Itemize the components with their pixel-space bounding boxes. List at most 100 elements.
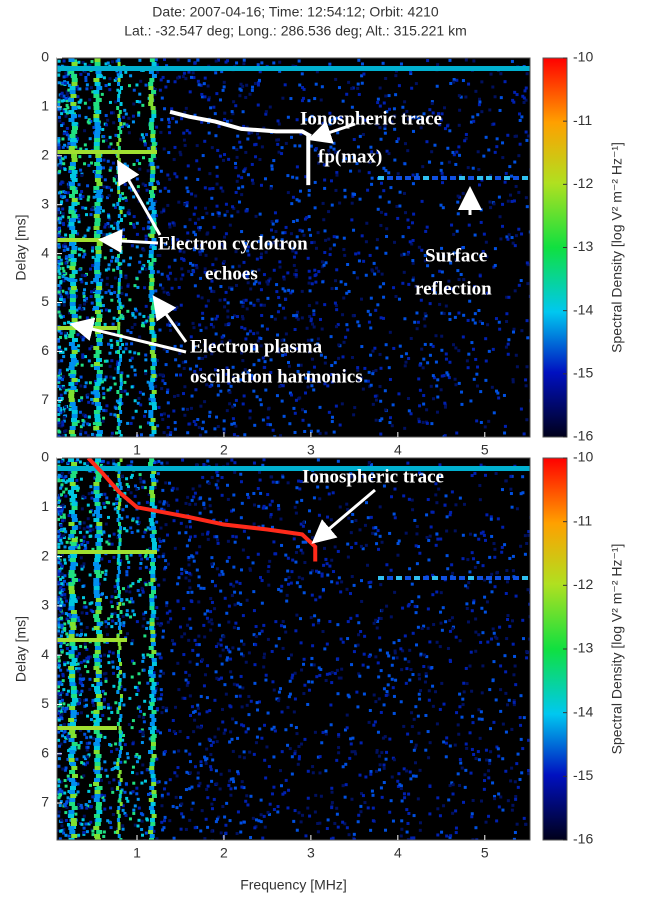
texture-cell [295,165,299,169]
texture-cell [474,649,478,653]
texture-stripe [70,294,77,298]
texture-cell [100,767,104,771]
texture-cell [89,295,93,299]
texture-stripe [71,198,78,202]
texture-cell [275,283,279,287]
texture-cell [235,683,239,687]
texture-cell [107,225,111,229]
texture-stripe [70,94,77,98]
texture-cell [315,301,319,305]
texture-cell [58,335,62,339]
texture-cell [57,601,61,605]
texture-cell [286,556,290,560]
texture-cell [475,384,479,388]
texture-cell [268,802,272,806]
texture-cell [248,416,252,420]
texture-cell [214,483,218,487]
texture-cell [428,302,432,306]
texture-cell [210,279,214,283]
texture-cell [405,109,409,113]
texture-cell [158,254,162,258]
texture-cell [487,776,491,780]
texture-cell [183,413,187,417]
texture-cell [427,689,431,693]
texture-stripe [149,234,155,238]
texture-band [423,176,429,180]
texture-cell [62,723,66,727]
texture-cell [350,201,354,205]
texture-cell [166,425,170,429]
texture-cell [446,146,450,150]
texture-cell [104,409,108,413]
texture-cell [286,569,290,573]
texture-cell [240,315,244,319]
texture-cell [80,806,84,810]
texture-cell [375,238,379,242]
texture-cell [411,261,415,265]
texture-cell [252,347,256,351]
texture-cell [306,702,310,706]
texture-cell [90,60,94,64]
texture-cell [284,553,288,557]
texture-cell [384,212,388,216]
texture-cell [237,186,241,190]
texture-stripe [93,106,100,110]
texture-cell [60,493,64,497]
texture-cell [199,829,203,833]
texture-cell [341,640,345,644]
texture-cell [61,289,65,293]
texture-cell [426,498,430,502]
texture-cell [316,342,320,346]
texture-cell [407,225,411,229]
texture-cell [58,597,62,601]
texture-cell [266,711,270,715]
texture-cell [116,73,120,77]
texture-cell [373,346,377,350]
texture-band [504,176,510,180]
texture-cell [465,602,469,606]
texture-cell [247,253,251,257]
texture-cell [498,108,502,112]
texture-cell [84,803,88,807]
texture-cell [379,181,383,185]
texture-cell [58,109,62,113]
texture-cell [205,609,209,613]
texture-cell [303,430,307,434]
texture-stripe [93,386,100,390]
texture-cell [356,368,360,372]
texture-cell [159,169,163,173]
texture-stripe [117,146,121,150]
texture-cell [64,641,68,645]
texture-cell [84,76,88,80]
texture-cell [173,344,177,348]
texture-cell [146,215,150,219]
texture-cell [263,758,267,762]
texture-cell [334,77,338,81]
texture-cell [356,820,360,824]
texture-cell [376,619,380,623]
texture-cell [377,269,381,273]
texture-cell [130,726,134,730]
texture-cell [497,320,501,324]
texture-cell [145,188,149,192]
texture-cell [87,226,91,230]
texture-stripe [70,262,77,266]
texture-cell [141,103,145,107]
texture-stripe [95,98,102,102]
texture-cell [364,273,368,277]
texture-cell [121,343,125,347]
texture-cell [445,529,449,533]
texture-cell [411,259,415,263]
texture-cell [289,97,293,101]
texture-cell [214,670,218,674]
texture-cell [313,268,317,272]
texture-cell [371,531,375,535]
texture-cell [170,488,174,492]
texture-cell [251,181,255,185]
texture-cell [272,785,276,789]
texture-cell [63,622,67,626]
texture-cell [203,267,207,271]
texture-cell [147,163,151,167]
texture-cell [350,546,354,550]
texture-cell [59,194,63,198]
